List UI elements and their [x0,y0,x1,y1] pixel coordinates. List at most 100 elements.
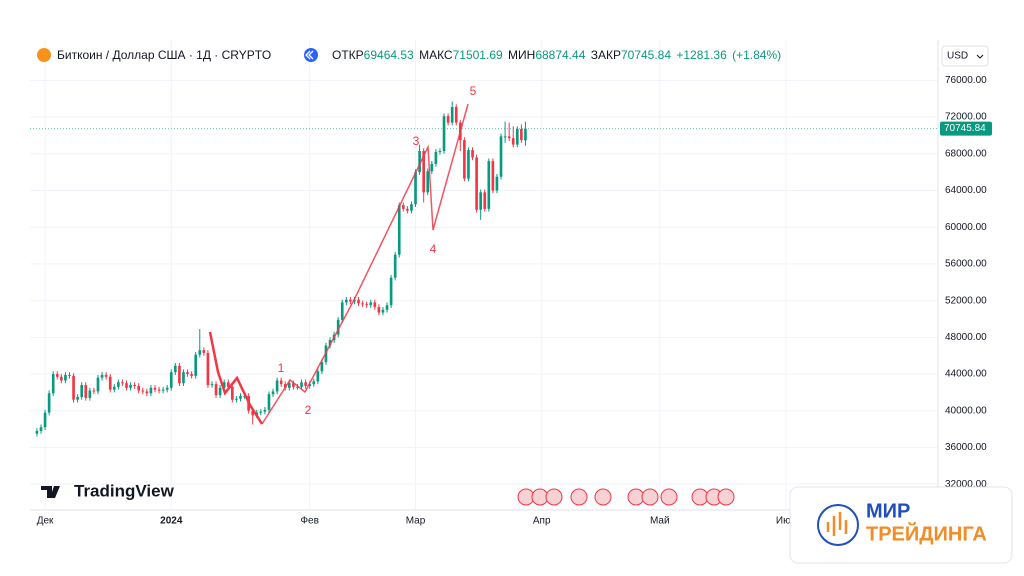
candle-body [349,299,352,302]
currency-select[interactable] [941,45,989,67]
candle-body [51,374,55,394]
event-marker[interactable] [660,488,678,506]
currency-label: USD [947,51,968,62]
candle-body [121,382,124,384]
candle-body [72,375,75,400]
symbol-title[interactable]: Биткоин / Доллар США · 1Д · CRYPTO [57,48,271,62]
last-price-label: 70745.84 [944,123,986,134]
candle-body [487,161,491,209]
event-marker[interactable] [641,488,659,506]
candle-body [467,150,470,179]
candle-body [308,384,312,386]
candle-body [328,340,332,346]
candle-body [35,430,39,434]
watermark-line1: МИР [866,500,910,522]
x-tick-label: Апр [533,516,551,527]
candle-body [153,387,157,390]
wave-label: 2 [305,403,312,417]
candle-body [377,307,381,313]
candle-body [397,205,401,255]
candle-body [300,382,303,387]
watermark-icon-bars [826,512,848,536]
candle-body [251,410,255,416]
candle-body [202,350,206,353]
y-tick-label: 56000.00 [945,259,987,270]
watermark-icon [817,504,859,546]
watermark: МИР ТРЕЙДИНГА [789,486,1013,564]
candle-body [357,299,360,304]
candle-body [112,386,116,390]
x-tick-label: Июн [776,516,796,527]
candle-body [133,385,136,387]
event-marker[interactable] [545,488,563,506]
candle-body [194,354,198,376]
candle-body [145,391,149,394]
candle-body [222,382,226,388]
candle-body [198,350,202,355]
candle-body [450,106,454,123]
candle-body [190,374,193,376]
y-tick-label: 44000.00 [945,369,987,380]
event-marker[interactable] [570,488,588,506]
ohlc-value: 69464.53 [364,48,414,62]
candle-body [365,304,369,306]
y-tick-label: 64000.00 [945,185,987,196]
candle-body [495,176,499,191]
candle-body [100,374,104,378]
candle-body [422,151,425,193]
candle-body [401,205,405,209]
y-tick-label: 36000.00 [945,442,987,453]
candle-body [279,380,283,385]
candle-body [312,381,316,385]
candle-body [96,377,100,392]
ohlc-label: ОТКР [332,48,364,62]
ohlc-value: 68874.44 [535,48,585,62]
candle-body [507,136,511,139]
candle-body [283,384,287,388]
x-tick-label: Мар [406,516,426,527]
candle-body [524,128,527,141]
wave-correction [208,331,264,425]
x-tick-label: Май [650,516,670,527]
watermark-line2: ТРЕЙДИНГА [866,521,987,545]
candle-body [385,305,389,310]
candle-body [43,412,47,428]
candle-body [39,427,43,431]
candle-body [369,302,373,306]
candle-body [259,411,263,413]
event-marker[interactable] [594,488,612,506]
candle-body [296,386,299,388]
candle-body [353,299,356,302]
event-marker[interactable] [717,488,735,506]
candle-body [182,372,185,384]
candle-body [389,277,393,306]
candle-body [161,389,165,391]
ohlc-value: 70745.84 [621,48,671,62]
back-button[interactable] [304,48,318,62]
ohlc-label: МАКС [419,48,453,62]
candle-body [381,309,385,313]
candle-body [55,374,59,377]
candle-body [499,136,503,177]
candle-body [475,157,478,210]
candle-body [178,365,181,384]
candle-body [186,372,189,375]
candle-body [88,390,92,398]
candle-body [511,138,515,145]
y-tick-label: 40000.00 [945,405,987,416]
candle-body [344,299,348,303]
wave-label: 1 [278,361,285,375]
candle-body [84,385,88,398]
last-price-tag [940,121,992,136]
events [517,488,735,506]
symbol-icon [37,48,51,62]
candle-body [206,352,210,386]
wave-label: 3 [413,134,420,148]
candle-body [515,129,519,145]
candle-body [304,382,307,386]
y-tick-label: 72000.00 [945,112,987,123]
candle-body [288,383,291,388]
candle-body [442,116,446,152]
ohlc-label: МИН [508,48,535,62]
